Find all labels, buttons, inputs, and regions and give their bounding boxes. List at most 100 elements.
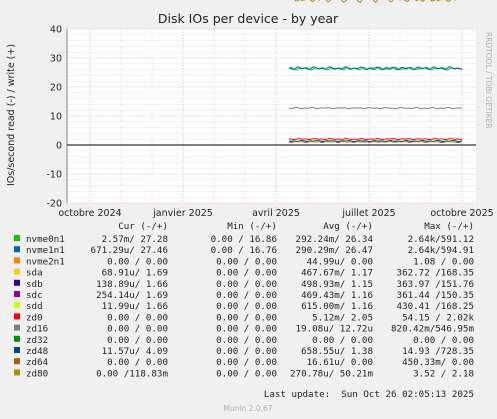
legend-row-nvme0n1: nvme0n1 2.57m/ 27.28 0.00 / 16.86 292.24m/ … <box>14 234 474 245</box>
legend-name: zd32 <box>26 335 48 346</box>
legend-name: zd80 <box>26 368 48 379</box>
legend-avg: 16.61u/ 0.00 <box>307 357 373 368</box>
y-tick-label: -20 <box>46 199 62 210</box>
legend-name: zd16 <box>26 324 48 335</box>
legend-max: 363.97 /151.76 <box>397 279 474 290</box>
legend-name: sdd <box>26 301 43 312</box>
legend-min: 0.00 / 0.00 <box>216 335 277 346</box>
legend-min: 0.00 / 0.00 <box>216 324 277 335</box>
series-line-zd0 <box>288 137 463 141</box>
legend-row-zd0: zd0 0.00 / 0.00 0.00 / 0.00 5.12m/ 2.05 54.1… <box>14 312 474 323</box>
legend-max: 820.42m/546.95m <box>391 324 474 335</box>
legend-avg: 19.08u/ 12.72u <box>296 324 373 335</box>
legend-cur: 2.57m/ 27.28 <box>102 234 168 245</box>
legend-swatch <box>14 313 20 320</box>
series-line-zd16 <box>288 106 463 110</box>
legend: nvme0n1 2.57m/ 27.28 0.00 / 16.86 292.24m/ … <box>14 234 474 379</box>
legend-row-zd64: zd64 0.00 / 0.00 0.00 / 0.00 16.61u/ 0.00 45… <box>14 357 474 368</box>
legend-cur: 254.14u/ 1.69 <box>96 290 168 301</box>
legend-name: sda <box>26 268 43 279</box>
legend-swatch <box>14 257 20 264</box>
legend-row-sdd: sdd 11.99u/ 1.66 0.00 / 0.00 615.00m/ 1.16 4… <box>14 301 474 312</box>
legend-min: 0.00 / 16.86 <box>211 234 277 245</box>
legend-row-zd16: zd16 0.00 / 0.00 0.00 / 0.00 19.08u/ 12.72u… <box>14 324 474 335</box>
legend-row-zd48: zd48 11.57u/ 4.09 0.00 / 0.00 658.55u/ 1.38… <box>14 346 474 357</box>
legend-avg: 615.00m/ 1.16 <box>301 301 373 312</box>
legend-avg: 270.78u/ 50.21m <box>290 368 373 379</box>
legend-header: Cur (-/+) Min (-/+) Avg (-/+) Max (-/+) <box>118 221 474 232</box>
legend-max: 3.52 / 2.18 <box>413 368 474 379</box>
legend-min: 0.00 / 0.00 <box>216 268 277 279</box>
legend-max: 54.15 / 2.02k <box>402 312 474 323</box>
y-tick-label: 0 <box>56 141 62 152</box>
legend-name: nvme2n1 <box>26 256 65 267</box>
legend-min: 0.00 / 16.76 <box>211 245 277 256</box>
series-line-zd48 <box>288 139 463 143</box>
legend-max: 450.33m/ 0.00 <box>402 357 474 368</box>
legend-avg: 44.99u/ 0.00 <box>307 256 373 267</box>
munin-version: Munin 2.0.67 <box>223 404 272 413</box>
y-axis-label: IOs/second read (-) / write (+) <box>6 44 17 186</box>
legend-swatch <box>14 235 20 241</box>
chart-title: Disk IOs per device - by year <box>158 11 339 26</box>
x-tick-label: octobre 2025 <box>430 208 493 219</box>
legend-swatch <box>14 369 20 376</box>
legend-swatch <box>14 335 20 342</box>
y-tick-label: 20 <box>50 83 62 94</box>
legend-name: sdc <box>26 290 43 301</box>
legend-row-sda: sda 68.91u/ 1.69 0.00 / 0.00 467.67m/ 1.17 3… <box>14 268 474 279</box>
legend-row-zd80: zd80 0.00 /118.83m 0.00 / 0.00 270.78u/ 50.… <box>14 368 474 379</box>
x-tick-labels: octobre 2024 janvier 2025 avril 2025 juille… <box>58 208 493 219</box>
legend-name: nvme1n1 <box>26 245 65 256</box>
legend-swatch <box>14 358 20 365</box>
legend-min: 0.00 / 0.00 <box>216 357 277 368</box>
legend-name: zd64 <box>26 357 49 368</box>
x-tick-label: juillet 2025 <box>341 208 395 219</box>
legend-swatch <box>14 246 20 253</box>
legend-cur: 0.00 / 0.00 <box>107 256 168 267</box>
legend-max: 2.64k/591.12 <box>408 234 474 245</box>
legend-swatch <box>14 324 20 331</box>
legend-cur: 0.00 / 0.00 <box>107 312 168 323</box>
legend-name: sdb <box>26 279 43 290</box>
legend-min: 0.00 / 0.00 <box>216 368 277 379</box>
legend-max: 0.00 / 0.00 <box>413 335 474 346</box>
legend-row-nvme1n1: nvme1n1 671.29u/ 27.46 0.00 / 16.76 290.29m… <box>14 245 474 256</box>
last-update: Last update: Sun Oct 26 02:05:13 2025 <box>264 389 474 400</box>
legend-cur: 11.57u/ 4.09 <box>102 346 168 357</box>
legend-cur: 68.91u/ 1.69 <box>102 268 168 279</box>
legend-min: 0.00 / 0.00 <box>216 346 277 357</box>
y-tick-label: -10 <box>46 170 62 181</box>
y-tick-label: 10 <box>50 112 62 123</box>
legend-avg: 658.55u/ 1.38 <box>301 346 373 357</box>
legend-row-sdc: sdc 254.14u/ 1.69 0.00 / 0.00 469.43m/ 1.16… <box>14 290 474 301</box>
legend-min: 0.00 / 0.00 <box>216 290 277 301</box>
legend-header-min: Min (-/+) <box>227 221 277 232</box>
legend-avg: 498.93m/ 1.15 <box>301 279 373 290</box>
x-tick-label: avril 2025 <box>252 208 300 219</box>
legend-max: 2.64k/594.91 <box>408 245 474 256</box>
legend-max: 430.41 /168.25 <box>397 301 474 312</box>
y-tick-labels: -20 -10 0 10 20 30 40 <box>46 25 62 210</box>
legend-max: 361.44 /150.35 <box>397 290 474 301</box>
legend-row-zd32: zd32 0.00 / 0.00 0.00 / 0.00 0.00 / 0.00 0.0… <box>14 335 474 346</box>
x-tick-label: janvier 2025 <box>152 208 213 219</box>
legend-name: zd48 <box>26 346 48 357</box>
legend-avg: 0.00 / 0.00 <box>312 335 373 346</box>
legend-avg: 469.43m/ 1.16 <box>301 290 373 301</box>
legend-avg: 292.24m/ 26.34 <box>296 234 374 245</box>
legend-min: 0.00 / 0.00 <box>216 256 277 267</box>
legend-cur: 0.00 / 0.00 <box>107 324 168 335</box>
legend-min: 0.00 / 0.00 <box>216 312 277 323</box>
y-tick-label: 30 <box>50 54 62 65</box>
legend-avg: 5.12m/ 2.05 <box>312 312 373 323</box>
legend-cur: 671.29u/ 27.46 <box>91 245 168 256</box>
y-tick-label: 40 <box>50 25 62 36</box>
rrdtool-credit: RRDTOOL / TOBI OETIKER <box>484 32 493 129</box>
legend-max: 1.08 / 0.00 <box>413 256 474 267</box>
legend-header-avg: Avg (-/+) <box>323 221 373 232</box>
legend-swatch <box>14 279 20 286</box>
legend-cur: 0.00 / 0.00 <box>107 357 168 368</box>
legend-swatch <box>14 302 20 309</box>
